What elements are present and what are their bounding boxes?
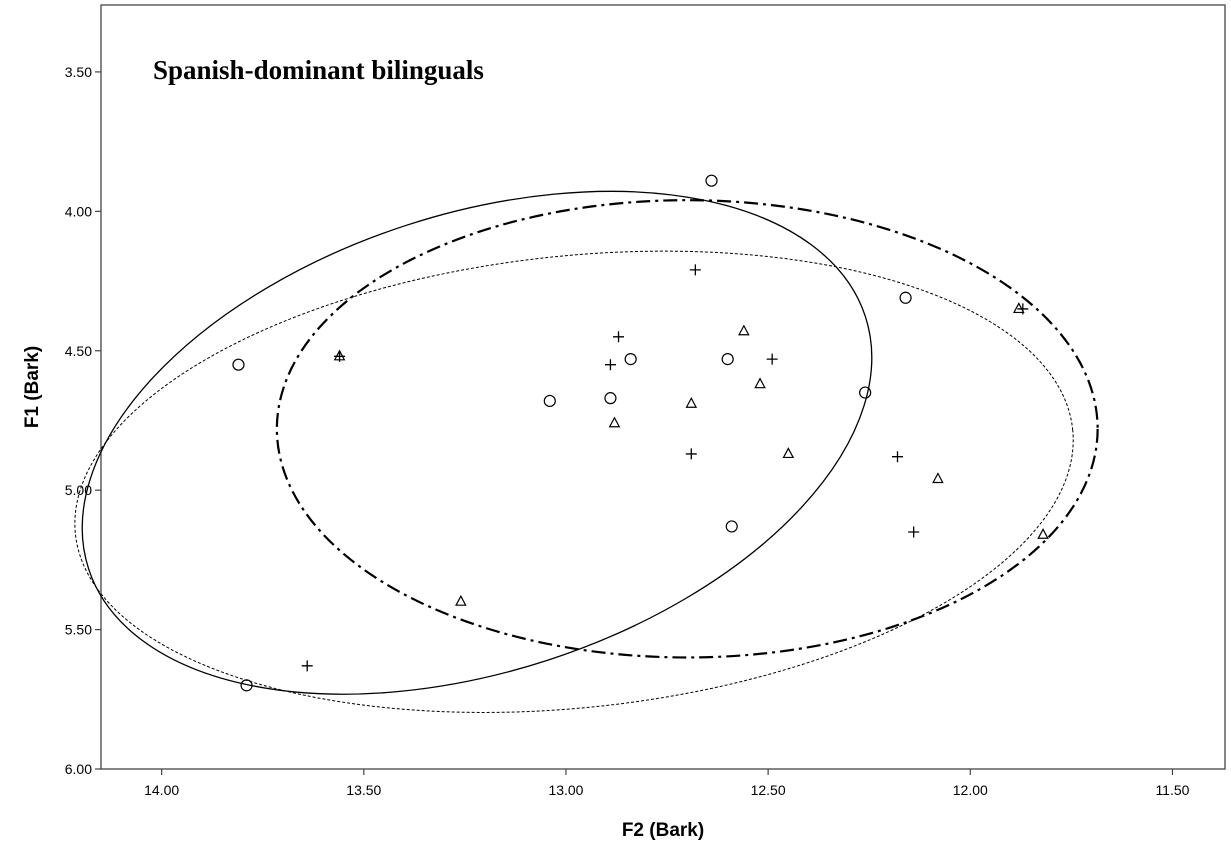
point-circle-10: [240, 679, 253, 692]
point-circle-3: [604, 392, 617, 405]
y-tick-label-3: 4.50: [65, 343, 92, 359]
data-points: [232, 174, 1049, 692]
x-tick-label-6: 11.50: [1155, 782, 1189, 798]
point-plus-8: [908, 526, 920, 538]
x-tick-label-4: 12.50: [751, 782, 786, 798]
point-plus-9: [1017, 303, 1029, 315]
ellipse-series-3: [74, 250, 1074, 713]
x-tick-label-3: 13.00: [548, 782, 583, 798]
ellipse-series-2: [275, 199, 1099, 659]
chart-title: Spanish-dominant bilinguals: [153, 55, 484, 85]
x-tick-label-5: 12.00: [953, 782, 988, 798]
point-circle-2: [543, 394, 556, 408]
point-plus-2: [613, 331, 625, 343]
y-tick-label-2: 4.00: [65, 203, 92, 219]
y-axis-title: F1 (Bark): [22, 346, 43, 428]
point-plus-7: [892, 451, 904, 463]
point-plus-3: [604, 359, 616, 371]
point-triangle-4: [738, 324, 750, 336]
y-tick-label-5: 5.50: [65, 622, 92, 638]
point-triangle-3: [685, 396, 698, 408]
point-triangle-9: [1037, 528, 1049, 539]
point-triangle-10: [455, 594, 467, 606]
y-tick-label-6: 6.00: [65, 761, 92, 777]
point-circle-4: [624, 353, 637, 366]
y-axis: 3.50 4.00 4.50 5.00 5.50 6.00: [65, 64, 101, 777]
point-plus-5: [766, 353, 778, 365]
point-circle-1: [232, 358, 245, 371]
plot-frame: [100, 4, 1226, 770]
x-axis: 14.00 13.50 13.00 12.50 12.00 11.50: [144, 769, 1190, 798]
point-circle-9: [899, 291, 912, 304]
x-tick-label-2: 13.50: [346, 782, 381, 798]
point-plus-1: [334, 350, 346, 362]
point-circle-8: [859, 386, 872, 399]
point-plus-4: [689, 264, 701, 276]
point-triangle-6: [782, 447, 795, 459]
ellipse-series-1: [81, 190, 873, 695]
x-axis-title: F2 (Bark): [622, 820, 704, 841]
point-circle-5: [705, 174, 718, 187]
point-triangle-7: [932, 472, 944, 484]
y-tick-label-4: 5.00: [65, 482, 92, 498]
point-circle-6: [721, 353, 734, 366]
point-triangle-8: [1012, 302, 1025, 314]
x-tick-label-1: 14.00: [144, 782, 179, 798]
point-triangle-2: [608, 416, 621, 428]
point-plus-10: [301, 660, 313, 672]
y-tick-label-1: 3.50: [65, 64, 92, 80]
point-circle-7: [725, 520, 738, 533]
confidence-ellipses: [74, 190, 1099, 713]
point-triangle-5: [754, 377, 766, 389]
point-plus-6: [685, 448, 697, 460]
